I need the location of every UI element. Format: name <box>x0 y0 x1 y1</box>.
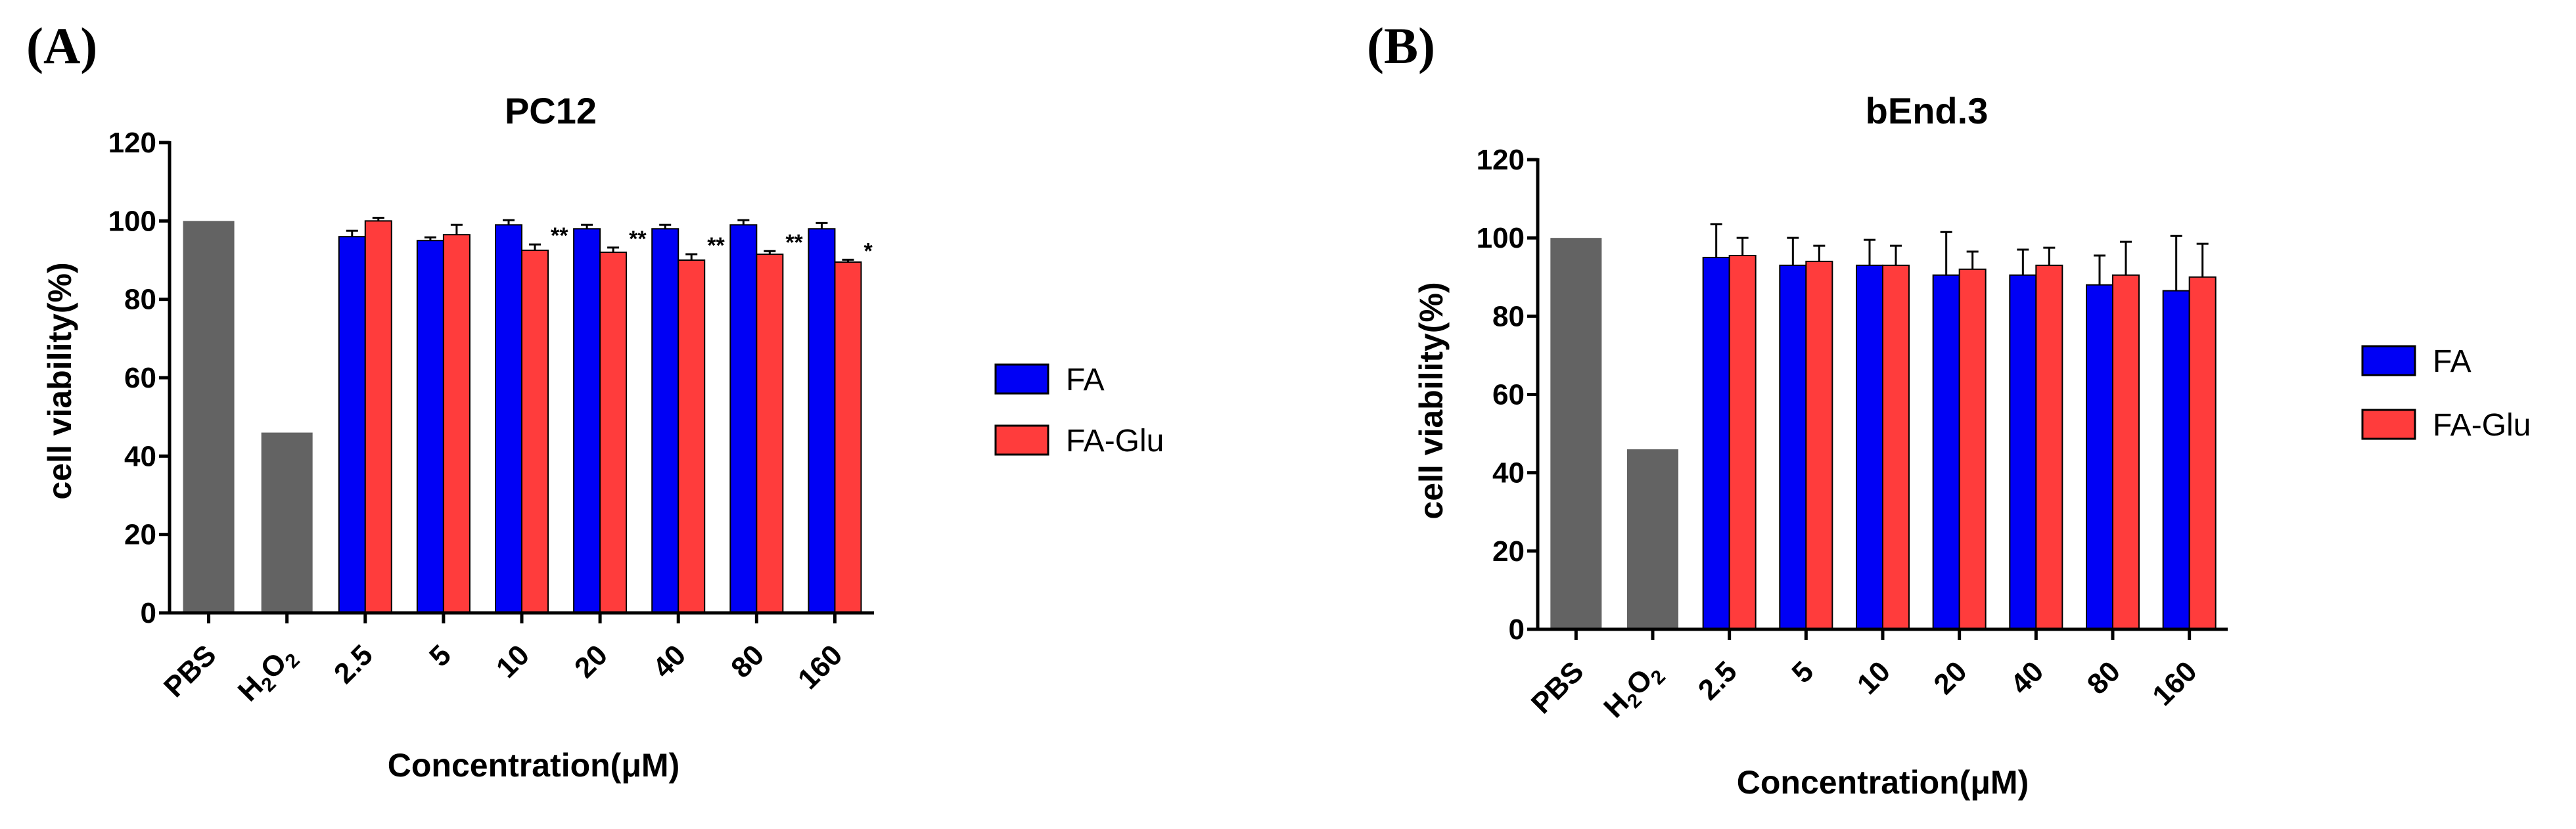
y-tick-label: 20 <box>124 519 156 551</box>
legend-swatch-fa-glu <box>994 424 1049 456</box>
significance-marker: ** <box>707 233 725 258</box>
x-tick-label: 5 <box>1785 655 1820 689</box>
x-tick-label: 40 <box>2004 655 2050 700</box>
panel-a-label: (A) <box>26 17 97 74</box>
panel-b-x-axis-title: Concentration(μM) <box>1737 764 2029 801</box>
y-tick-label: 80 <box>124 284 156 316</box>
x-tick-label: 10 <box>1851 655 1897 700</box>
bar-fa-glu-80 <box>2112 274 2140 631</box>
bar-fa-glu-2.5 <box>1728 254 1757 630</box>
y-tick-label: 0 <box>1509 614 1525 646</box>
bar-fa-glu-160 <box>2188 276 2217 630</box>
y-tick-label: 60 <box>1492 379 1525 411</box>
x-tick-label: 80 <box>725 639 770 684</box>
y-tick-label: 100 <box>1477 222 1525 254</box>
bar-h2o2 <box>261 432 313 613</box>
bar-fa-10 <box>495 224 522 614</box>
bar-pbs <box>183 221 235 613</box>
legend-label-fa-glu: FA-Glu <box>2433 408 2531 443</box>
x-tick-label: 10 <box>490 639 536 684</box>
panel-a-title: PC12 <box>505 90 597 131</box>
y-tick-label: 20 <box>1492 535 1525 568</box>
significance-marker: ** <box>551 223 568 248</box>
significance-marker: ** <box>629 227 647 252</box>
bar-fa-glu-40 <box>678 259 706 614</box>
y-tick-label: 80 <box>1492 300 1525 332</box>
panel-a-y-axis-title: cell viability(%) <box>41 262 78 499</box>
bar-fa-glu-80 <box>756 254 784 614</box>
legend-swatch-fa-glu <box>2361 409 2416 440</box>
y-tick-label: 40 <box>124 440 156 472</box>
x-tick-label: PBS <box>158 639 223 704</box>
bar-fa-glu-160 <box>834 261 862 614</box>
bar-fa-20 <box>1932 274 1960 631</box>
x-tick-label: 2.5 <box>328 639 379 690</box>
bar-fa-20 <box>573 228 601 614</box>
panel-a-legend: FA FA-Glu <box>994 363 1164 459</box>
bar-fa-80 <box>2086 284 2113 630</box>
x-tick-label: 20 <box>568 639 614 684</box>
panel-b-legend: FA FA-Glu <box>2361 344 2531 443</box>
x-tick-label: 80 <box>2081 655 2127 700</box>
panel-b: (B) bEnd.3 cell viability(%) Concentrati… <box>1367 17 2531 801</box>
panel-b-y-axis-title: cell viability(%) <box>1413 282 1450 519</box>
y-tick-label: 120 <box>108 127 156 159</box>
bar-pbs <box>1550 238 1602 630</box>
legend-label-fa-glu: FA-Glu <box>1066 424 1164 459</box>
x-tick-label: H2O2 <box>232 639 304 711</box>
legend-label-fa: FA <box>1066 363 1105 397</box>
significance-marker: ** <box>785 230 803 255</box>
legend-label-fa: FA <box>2433 344 2472 379</box>
bar-fa-2.5 <box>338 236 366 614</box>
bar-fa-glu-10 <box>521 250 549 614</box>
bar-fa-10 <box>1856 264 1883 630</box>
bar-fa-glu-20 <box>1958 268 1987 631</box>
panel-a: (A) PC12 cell viability(%) Concentration… <box>26 17 1164 784</box>
bar-fa-glu-20 <box>599 252 628 614</box>
bar-h2o2 <box>1627 449 1678 629</box>
x-tick-label: 2.5 <box>1692 655 1743 706</box>
panel-b-plot: 0 20 40 60 80 100 120 PBS H2O2 2.5 5 10 20 40 80 160 <box>1477 144 2228 727</box>
bar-fa-5 <box>416 240 444 614</box>
legend-swatch-fa <box>2361 345 2416 376</box>
x-tick-label: PBS <box>1525 655 1590 720</box>
y-tick-label: 120 <box>1477 144 1525 176</box>
y-tick-label: 0 <box>141 597 156 629</box>
y-tick-label: 40 <box>1492 457 1525 489</box>
panel-b-title: bEnd.3 <box>1866 90 1989 131</box>
x-tick-label: 40 <box>647 639 692 684</box>
bar-fa-glu-5 <box>442 234 471 614</box>
bar-fa-40 <box>651 228 679 614</box>
x-tick-label: 20 <box>1927 655 1973 700</box>
x-tick-label: 160 <box>792 639 849 696</box>
significance-marker: * <box>863 238 873 263</box>
bar-fa-glu-2.5 <box>364 220 392 614</box>
y-tick-label: 60 <box>124 362 156 394</box>
bar-fa-glu-10 <box>1882 264 1910 630</box>
x-tick-label: 5 <box>423 639 457 673</box>
x-tick-label: 160 <box>2146 655 2203 712</box>
panel-b-label: (B) <box>1367 17 1435 74</box>
bar-fa-2.5 <box>1702 256 1730 631</box>
panel-a-x-axis-title: Concentration(μM) <box>388 747 679 784</box>
bar-fa-glu-5 <box>1805 260 1833 630</box>
bar-fa-glu-40 <box>2035 264 2063 630</box>
bar-fa-5 <box>1779 264 1807 630</box>
legend-swatch-fa <box>994 363 1049 395</box>
y-tick-label: 100 <box>108 205 156 237</box>
bar-fa-40 <box>2009 274 2037 631</box>
x-tick-label: H2O2 <box>1598 655 1670 727</box>
bar-fa-160 <box>808 228 836 614</box>
bar-fa-160 <box>2162 290 2190 630</box>
bar-fa-80 <box>729 224 758 614</box>
